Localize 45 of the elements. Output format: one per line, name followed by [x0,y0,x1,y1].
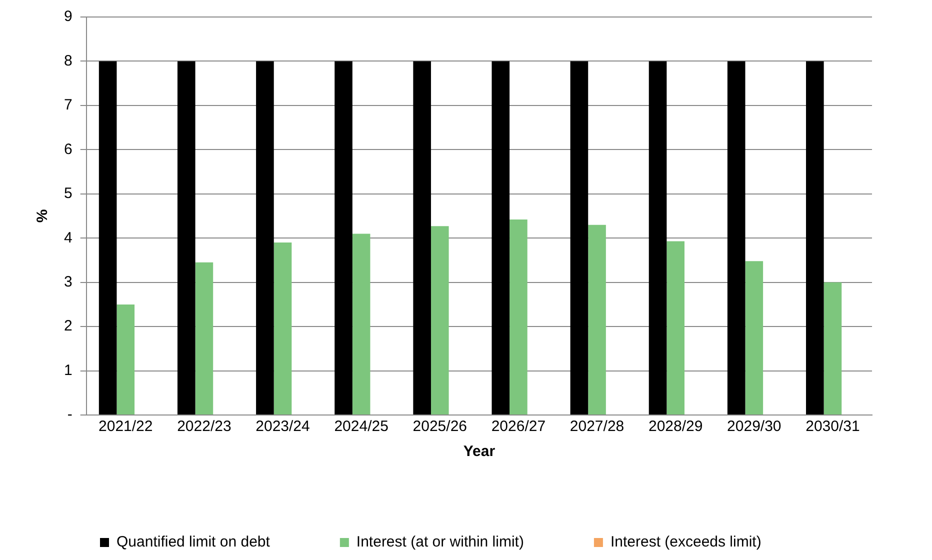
bar [806,61,824,414]
bar [824,282,842,414]
bar [666,241,684,414]
bar [588,224,606,414]
y-tick-label: 3 [64,273,72,290]
bar [648,61,667,414]
bar [570,61,588,414]
y-tick-label: 1 [64,362,72,379]
bar [256,61,274,414]
y-tick-label: 9 [64,8,72,26]
x-tick-label: 2024/25 [334,418,388,436]
x-axis-title: Year [463,443,496,460]
bar [195,262,214,414]
bar [177,61,196,414]
y-axis-title: % [34,209,52,223]
bar [510,220,528,414]
y-tick-label: 8 [64,52,72,70]
bar [98,61,117,414]
x-tick-label: 2029/30 [727,418,782,436]
x-tick-label: 2030/31 [806,418,860,436]
bar [492,61,510,414]
x-tick-label: 2021/22 [98,418,153,436]
y-tick-label: 4 [64,229,72,246]
y-tick-label: - [67,406,72,424]
bar [430,226,449,414]
legend-label: Quantified limit on debt [116,534,271,551]
legend-label: Interest (at or within limit) [356,534,524,551]
x-tick-label: 2028/29 [648,418,703,436]
x-tick-label: 2023/24 [256,418,310,436]
y-tick-label: 6 [64,140,72,158]
bar [334,61,352,414]
y-tick-label: 5 [64,185,72,202]
bar [352,234,370,414]
x-tick-label: 2025/26 [412,418,468,436]
bar [727,61,746,414]
bar [413,61,431,414]
legend-label: Interest (exceeds limit) [610,534,762,551]
bar [116,304,135,414]
x-tick-label: 2027/28 [570,418,624,436]
y-tick-label: 2 [64,318,72,335]
y-tick-label: 7 [64,96,72,114]
x-tick-label: 2022/23 [177,418,232,436]
bar [745,261,764,414]
x-tick-label: 2026/27 [491,418,546,436]
bar [274,242,292,414]
